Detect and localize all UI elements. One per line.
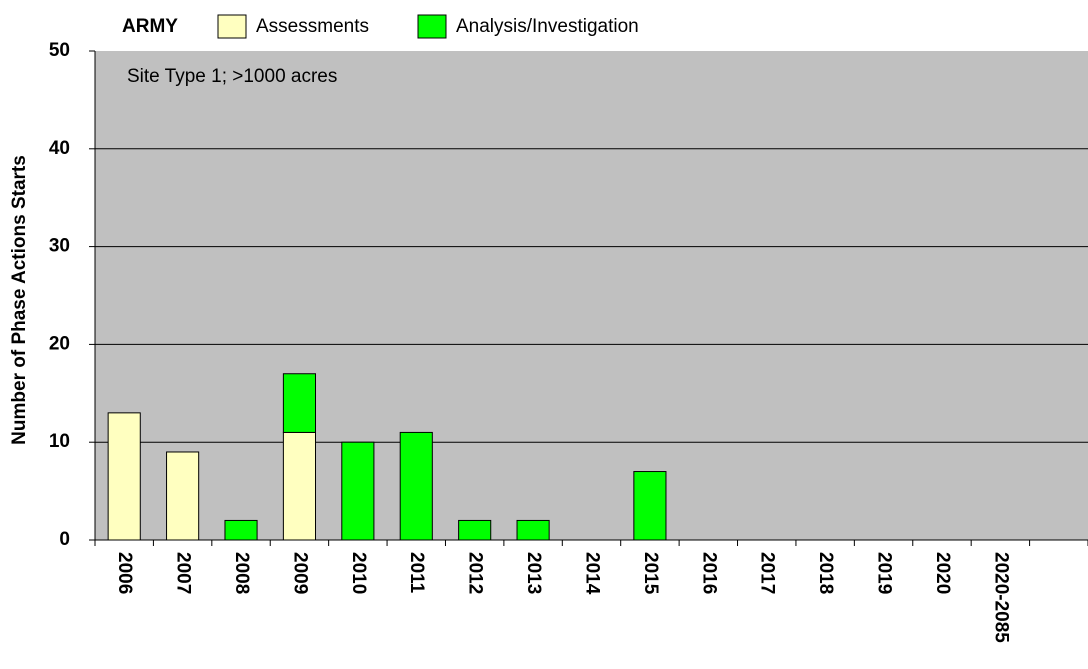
x-tick-label: 2016 (698, 552, 719, 594)
legend-swatch (217, 14, 247, 39)
x-tick-label: 2017 (757, 552, 778, 594)
y-tick-label: 30 (49, 236, 70, 257)
x-tick-label: 2009 (289, 552, 310, 594)
x-tick-label: 2006 (114, 552, 135, 594)
y-tick-label: 10 (49, 431, 70, 452)
x-tick-label: 2011 (406, 552, 427, 594)
bar (166, 451, 200, 541)
x-tick-label: 2008 (231, 552, 252, 594)
x-tick-label: 2013 (523, 552, 544, 594)
y-tick-label: 40 (49, 138, 70, 159)
legend-title: ARMY (122, 16, 178, 37)
x-tick-label: 2014 (581, 552, 602, 595)
x-tick-label: 2010 (348, 552, 369, 594)
x-tick-label: 2019 (874, 552, 895, 594)
bar (633, 471, 667, 541)
bar (282, 373, 317, 433)
bar (516, 519, 550, 541)
annotation: Site Type 1; >1000 acres (127, 66, 337, 87)
x-tick-label: 2015 (640, 552, 661, 595)
bar (341, 441, 375, 541)
x-tick-label: 2007 (173, 552, 194, 594)
x-tick-label: 2020-2085 (990, 552, 1011, 643)
y-tick-label: 0 (59, 529, 70, 550)
x-tick-label: 2020 (932, 552, 953, 594)
legend-label: Assessments (256, 16, 369, 37)
legend-swatch (417, 14, 447, 39)
bar (282, 431, 317, 541)
legend-label: Analysis/Investigation (456, 16, 639, 37)
y-tick-label: 50 (49, 40, 70, 61)
bar (107, 412, 141, 541)
y-axis-label: Number of Phase Actions Starts (9, 155, 30, 445)
bar (224, 519, 258, 541)
bar (458, 519, 492, 541)
bar (399, 431, 433, 541)
x-tick-label: 2018 (815, 552, 836, 594)
x-tick-label: 2012 (465, 552, 486, 594)
plot-area (95, 51, 1088, 540)
y-tick-label: 20 (49, 333, 70, 354)
